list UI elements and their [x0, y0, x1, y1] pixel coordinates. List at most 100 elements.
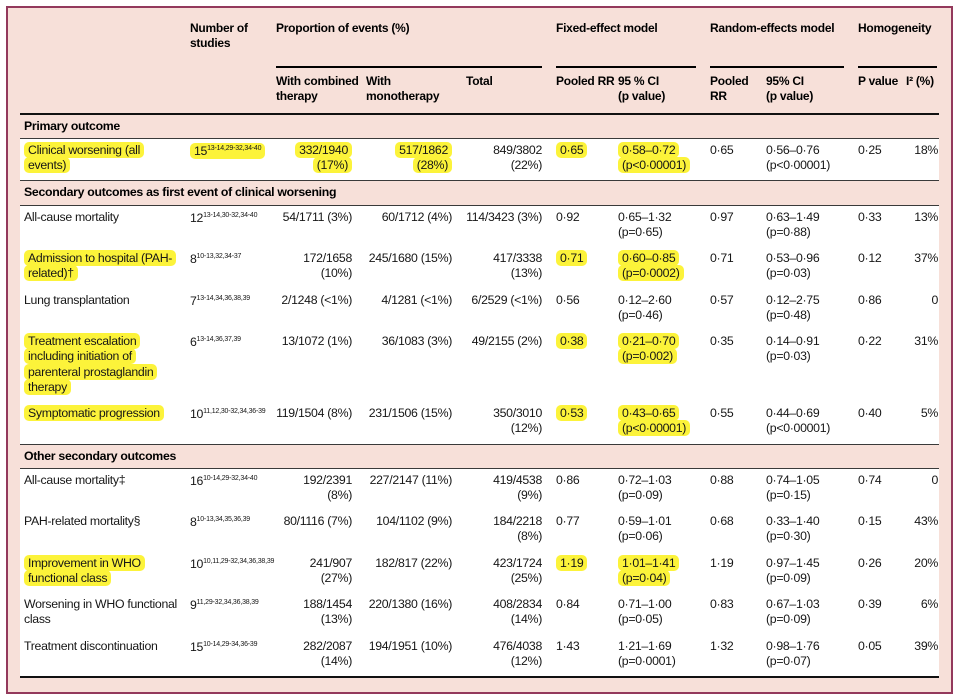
ci-pvalue-line: (p=0·48) [766, 308, 858, 323]
cell-with-combined-therapy: 54/1711 (3%) [276, 210, 366, 240]
cell-total: 408/2834 (14%) [466, 597, 556, 627]
cell-random-95-ci: 0·53–0·96 (p=0·03) [766, 251, 858, 281]
cell-random-95-ci: 0·33–1·40 (p=0·30) [766, 514, 858, 544]
highlighted-text: 0·53 [556, 405, 588, 422]
cell-text: (p=0·09) [766, 570, 811, 585]
cell-random-95-ci: 0·74–1·05 (p=0·15) [766, 473, 858, 503]
cell-i-squared: 20% [906, 556, 939, 586]
ci-range-line: 0·44–0·69 [766, 406, 858, 421]
cell-text: 1·32 [710, 638, 734, 653]
cell-with-monotherapy: 517/1862 (28%) [366, 141, 466, 174]
cell-with-combined-therapy: 172/1658 (10%) [276, 251, 366, 281]
cell-fixed-pooled-rr: 0·86 [556, 473, 618, 503]
cell-homogeneity-p-value: 0·33 [858, 210, 906, 240]
cell-fixed-95-ci: 0·21–0·70 (p=0·002) [618, 333, 710, 395]
cell-text: 13/1072 (1%) [281, 334, 353, 349]
cell-text: 0·74 [858, 472, 882, 487]
cell-text: 419/4538 (9%) [493, 472, 542, 502]
cell-text: 0·97–1·45 [766, 555, 820, 570]
cell-text: 0·71 [710, 251, 734, 266]
cell-total: 184/2218 (8%) [466, 514, 556, 544]
cell-text: 0·56 [556, 292, 580, 307]
cell-with-combined-therapy: 332/1940 (17%) [276, 141, 366, 174]
ci-pvalue-line: (p=0·65) [618, 225, 710, 240]
cell-text: 0·56–0·76 [766, 142, 820, 157]
section-rows: All-cause mortality‡ 1610-14,29-32,34-40 1… [20, 468, 939, 677]
cell-text: (p=0·07) [766, 653, 811, 668]
cell-with-combined-therapy: 2/1248 (<1%) [276, 293, 366, 323]
cell-i-squared: 0 [906, 473, 939, 503]
cell-text: 220/1380 (16%) [368, 597, 453, 612]
studies-count: 810-13,32,34-37 [190, 252, 242, 267]
cell-with-combined-therapy: 241/907 (27%) [276, 556, 366, 586]
outcome-text: All-cause mortality [24, 209, 119, 224]
table-header: Number of studies Proportion of events (… [20, 8, 939, 115]
cell-outcome-label: Treatment escalation including initiatio… [20, 333, 190, 395]
cell-text: 0·44–0·69 [766, 406, 820, 421]
section-band: Primary outcome [20, 115, 939, 139]
highlighted-text: 0·58–0·72 [618, 141, 680, 158]
highlighted-text: (p=0·0002) [618, 265, 684, 282]
cell-fixed-pooled-rr: 0·56 [556, 293, 618, 323]
ci-range-line: 1·21–1·69 [618, 639, 710, 654]
cell-text: 282/2087 (14%) [303, 638, 352, 668]
table-row: Treatment escalation including initiatio… [20, 330, 939, 402]
reference-superscript: 11,12,30-32,34,36-39 [203, 407, 266, 415]
highlighted-text: 0·38 [556, 333, 588, 350]
ci-pvalue-line: (p=0·002) [618, 348, 710, 365]
table-row: Symptomatic progression 1011,12,30-32,34,… [20, 402, 939, 443]
cell-fixed-95-ci: 0·43–0·65 (p<0·00001) [618, 405, 710, 437]
cell-homogeneity-p-value: 0·86 [858, 293, 906, 323]
cell-text: 0·67–1·03 [766, 597, 820, 612]
ci-range-line: 0·12–2·60 [618, 293, 710, 308]
outcome-text: All-cause mortality‡ [24, 472, 126, 487]
ci-range-line: 0·97–1·45 [766, 556, 858, 571]
cell-i-squared: 0 [906, 293, 939, 323]
col-header-fixed-pooled-rr: Pooled RR [556, 74, 615, 88]
highlighted-text: Symptomatic progression [24, 405, 164, 422]
cell-text: 476/4038 (12%) [493, 638, 542, 668]
cell-with-combined-therapy: 119/1504 (8%) [276, 406, 366, 436]
ci-range-line: 1·01–1·41 [618, 554, 710, 571]
cell-random-95-ci: 0·56–0·76 (p<0·00001) [766, 143, 858, 173]
header-spacer [20, 21, 190, 68]
ci-range-line: 0·74–1·05 [766, 473, 858, 488]
cell-with-monotherapy: 227/2147 (11%) [366, 473, 466, 503]
cell-text: 423/1724 (25%) [493, 555, 542, 585]
section-band-label: Other secondary outcomes [24, 448, 177, 463]
cell-homogeneity-p-value: 0·12 [858, 251, 906, 281]
ci-range-line: 0·21–0·70 [618, 333, 710, 350]
cell-with-combined-therapy: 80/1116 (7%) [276, 514, 366, 544]
cell-text: 2/1248 (<1%) [281, 292, 352, 307]
ci-range-line: 0·60–0·85 [618, 250, 710, 267]
cell-homogeneity-p-value: 0·39 [858, 597, 906, 627]
ci-range-line: 0·65–1·32 [618, 210, 710, 225]
cell-random-pooled-rr: 0·65 [710, 143, 766, 173]
highlighted-text: 0·60–0·85 [618, 250, 680, 267]
cell-fixed-95-ci: 0·59–1·01 (p=0·06) [618, 514, 710, 544]
reference-superscript: 13-14,36,37,39 [196, 336, 241, 343]
cell-random-95-ci: 0·63–1·49 (p=0·88) [766, 210, 858, 240]
cell-text: (p=0·0001) [618, 653, 676, 668]
studies-count: 1510-14,29-34,36-39 [190, 639, 258, 654]
table-inner: Number of studies Proportion of events (… [8, 8, 951, 692]
reference-superscript: 10-14,29-32,34-40 [203, 474, 258, 482]
studies-count: 613-14,36,37,39 [190, 335, 241, 350]
cell-fixed-95-ci: 0·71–1·00 (p=0·05) [618, 597, 710, 627]
cell-fixed-pooled-rr: 0·53 [556, 405, 618, 436]
reference-superscript: 10-13,32,34-37 [196, 253, 242, 261]
cell-number-of-studies: 713-14,34,36,38,39 [190, 293, 276, 323]
cell-text: (p=0·03) [766, 349, 811, 364]
cell-text: 0·25 [858, 142, 882, 157]
cell-with-combined-therapy: 188/1454 (13%) [276, 597, 366, 627]
cell-text: 0·05 [858, 638, 882, 653]
cell-text: 80/1116 (7%) [283, 514, 353, 529]
cell-text: 0·26 [858, 555, 882, 570]
cell-text: 37% [914, 251, 938, 266]
cell-random-pooled-rr: 0·97 [710, 210, 766, 240]
cell-i-squared: 5% [906, 406, 939, 436]
cell-fixed-95-ci: 0·60–0·85 (p=0·0002) [618, 250, 710, 282]
highlighted-text: (p=0·04) [618, 569, 671, 586]
cell-fixed-pooled-rr: 0·92 [556, 210, 618, 240]
cell-text: 1·19 [710, 555, 734, 570]
